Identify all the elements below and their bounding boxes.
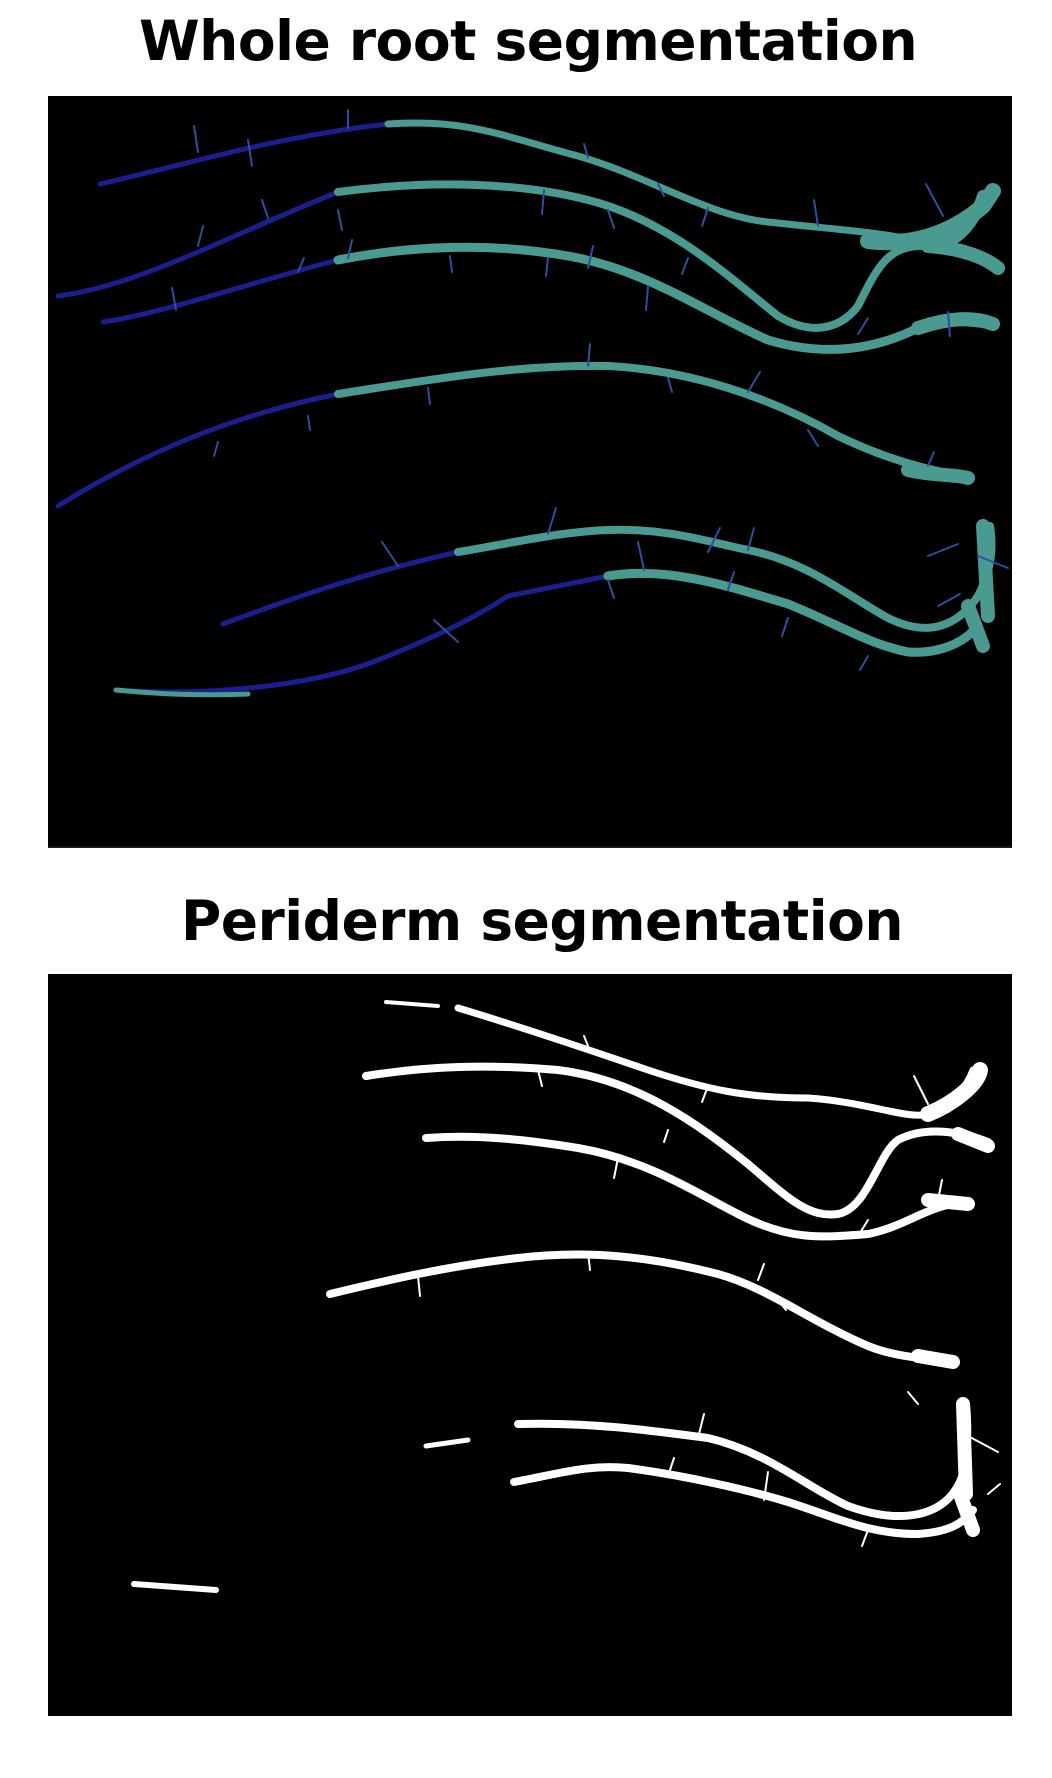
root-6 bbox=[113, 568, 990, 698]
panel-bottom-edge bbox=[48, 846, 1012, 848]
whole-root-segmentation-canvas bbox=[55, 109, 1009, 698]
panel-title-periderm: Periderm segmentation bbox=[181, 889, 904, 953]
periderm-segmentation-image bbox=[48, 974, 1012, 1716]
root-3 bbox=[100, 242, 1000, 354]
whole-root-segmentation-image bbox=[48, 96, 1012, 848]
periderm-regions bbox=[131, 1000, 1001, 1593]
panel-title-whole-root: Whole root segmentation bbox=[139, 9, 918, 73]
periderm-segmentation-canvas bbox=[131, 1000, 1001, 1593]
root-4 bbox=[55, 361, 975, 509]
root-2 bbox=[55, 180, 1005, 332]
lateral-roots bbox=[171, 109, 1009, 671]
root-5 bbox=[220, 519, 996, 632]
root-1 bbox=[97, 119, 1001, 251]
